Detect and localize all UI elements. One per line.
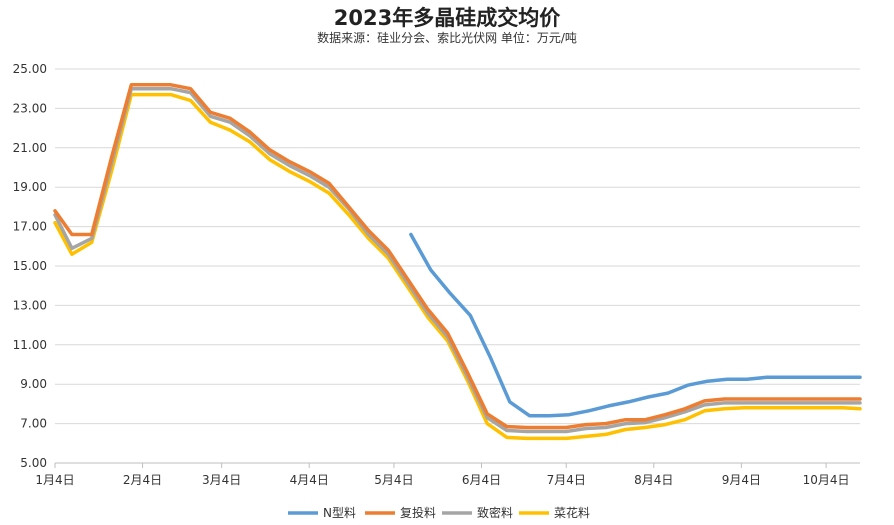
y-tick-label: 13.00 <box>13 298 47 312</box>
legend-label: 复投料 <box>400 505 436 520</box>
legend-label: 致密料 <box>477 505 513 520</box>
series-line-1 <box>53 83 862 430</box>
x-tick-label: 8月4日 <box>634 473 673 487</box>
series-line-3 <box>53 92 862 441</box>
y-tick-label: 7.00 <box>20 417 47 431</box>
x-tick-label: 3月4日 <box>202 473 241 487</box>
y-tick-label: 19.00 <box>13 180 47 194</box>
x-tick-label: 4月4日 <box>290 473 329 487</box>
y-tick-label: 9.00 <box>20 377 47 391</box>
x-tick-label: 9月4日 <box>722 473 761 487</box>
x-tick-label: 10月4日 <box>803 473 850 487</box>
x-tick-label: 7月4日 <box>547 473 586 487</box>
legend-label: 菜花料 <box>554 505 590 520</box>
legend-label: N型料 <box>323 506 356 520</box>
series-line-2 <box>53 86 862 434</box>
y-tick-label: 15.00 <box>13 259 47 273</box>
y-tick-label: 21.00 <box>13 141 47 155</box>
x-tick-label: 1月4日 <box>35 473 74 487</box>
y-tick-label: 5.00 <box>20 456 47 470</box>
chart-subtitle: 数据来源：硅业分会、索比光伏网 单位：万元/吨 <box>317 31 577 45</box>
x-tick-label: 5月4日 <box>374 473 413 487</box>
y-tick-label: 17.00 <box>13 220 47 234</box>
chart-title: 2023年多晶硅成交均价 <box>333 6 561 30</box>
x-tick-label: 6月4日 <box>462 473 501 487</box>
x-tick-label: 2月4日 <box>123 473 162 487</box>
series-line-0 <box>409 232 862 418</box>
y-tick-label: 25.00 <box>13 62 47 76</box>
y-tick-label: 11.00 <box>13 338 47 352</box>
y-tick-label: 23.00 <box>13 101 47 115</box>
